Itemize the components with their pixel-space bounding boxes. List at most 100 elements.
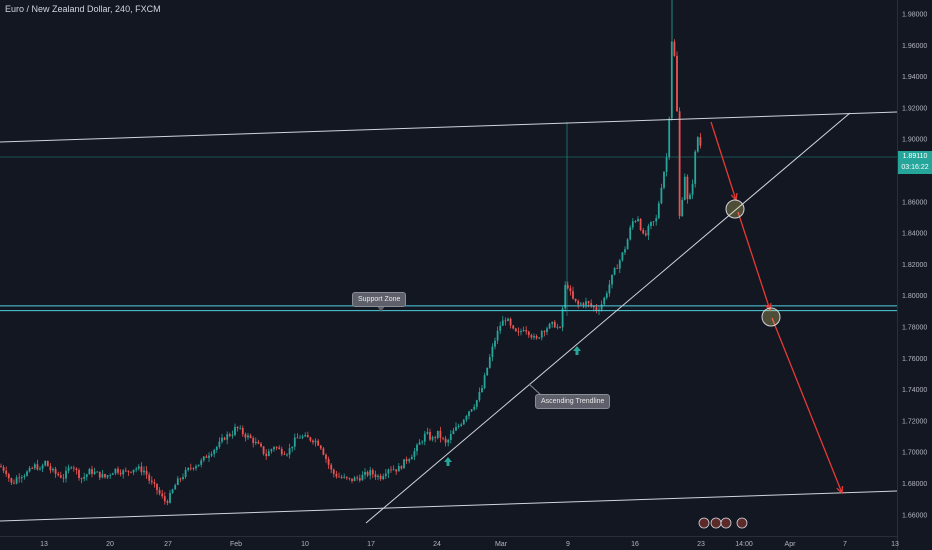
candle-body <box>442 437 444 439</box>
candle-body <box>210 453 213 456</box>
candle-body <box>548 323 551 329</box>
candle-body <box>663 171 665 188</box>
candle-body <box>356 477 359 479</box>
candle-body <box>200 460 203 465</box>
candle-body <box>366 471 369 476</box>
time-tick-label: 23 <box>697 541 705 548</box>
candle-body <box>660 187 663 204</box>
candle-body <box>637 218 639 222</box>
candle-body <box>67 467 70 471</box>
candle-body <box>78 470 80 478</box>
event-icon[interactable] <box>736 517 748 529</box>
candle-body <box>668 118 671 158</box>
candle-body <box>413 451 416 457</box>
candle-body <box>686 176 689 200</box>
candle-body <box>379 475 382 480</box>
candle-body <box>5 470 8 475</box>
candle-body <box>309 437 312 441</box>
candle-body <box>187 467 190 470</box>
candle-body <box>392 469 395 471</box>
candle-body <box>252 438 255 444</box>
candle-body <box>325 454 327 460</box>
candle-body <box>304 435 307 437</box>
candle-body <box>387 469 390 474</box>
candle-body <box>585 301 587 305</box>
candle-body <box>247 435 249 438</box>
candle-body <box>111 473 114 475</box>
price-tick-label: 1.76000 <box>902 356 927 363</box>
candle-body <box>62 477 65 479</box>
candle-body <box>28 468 31 472</box>
candle-body <box>400 466 403 469</box>
candle-body <box>13 482 15 484</box>
event-icon[interactable] <box>720 517 732 529</box>
target-circle-2[interactable] <box>761 307 781 327</box>
candle-body <box>7 474 10 479</box>
price-tick-label: 1.86000 <box>902 199 927 206</box>
candle-body <box>158 490 161 494</box>
ascending-trendline-label[interactable]: Ascending Trendline <box>535 394 611 409</box>
event-icon[interactable] <box>698 517 710 529</box>
candle-body <box>96 471 99 473</box>
candle-body <box>494 340 496 347</box>
candle-body <box>447 439 450 443</box>
candle-body <box>644 233 647 236</box>
candle-body <box>153 482 156 484</box>
time-tick-label: Mar <box>495 541 508 548</box>
candle-body <box>104 474 106 478</box>
candle-body <box>455 426 457 431</box>
candle-body <box>262 446 265 454</box>
target-circle-1[interactable] <box>725 199 745 219</box>
candle-body <box>124 470 127 472</box>
candle-body <box>639 218 642 230</box>
candle-body <box>345 476 348 478</box>
support-zone-label[interactable]: Support Zone <box>352 292 407 307</box>
candle-body <box>283 454 286 455</box>
channel-top-line[interactable] <box>0 111 898 143</box>
candle-body <box>475 400 478 407</box>
candle-body <box>44 460 47 466</box>
time-tick-label: 9 <box>566 541 570 548</box>
candle-body <box>330 464 333 470</box>
candle-body <box>127 470 130 472</box>
candle-body <box>75 468 78 471</box>
price-tick-label: 1.98000 <box>902 12 927 19</box>
candle-body <box>377 475 379 478</box>
candle-body <box>135 468 138 470</box>
candle-body <box>403 459 405 469</box>
time-tick-label: 13 <box>40 541 48 548</box>
candle-body <box>540 331 543 338</box>
candle-body <box>49 466 52 471</box>
time-tick-label: 7 <box>843 541 847 548</box>
price-tick-label: 1.80000 <box>902 293 927 300</box>
candle-body <box>218 441 221 447</box>
candle-body <box>33 464 36 469</box>
projection-arrow-head <box>836 485 844 495</box>
candle-body <box>161 493 164 497</box>
candle-body <box>486 367 489 376</box>
candle-body <box>543 331 546 332</box>
candle-body <box>249 435 252 439</box>
candle-body <box>626 239 629 250</box>
candle-body <box>119 472 122 475</box>
channel-bottom-line[interactable] <box>0 490 898 522</box>
candle-body <box>512 325 515 329</box>
price-tick-label: 1.70000 <box>902 450 927 457</box>
candle-body <box>577 300 580 305</box>
event-icon[interactable] <box>710 517 722 529</box>
candle-body <box>10 478 13 483</box>
candle-body <box>132 469 135 473</box>
candle-body <box>46 460 49 467</box>
price-tick-label: 1.66000 <box>902 512 927 519</box>
candle-body <box>525 330 528 332</box>
candle-body <box>371 470 374 475</box>
candle-body <box>364 471 366 475</box>
candle-body <box>195 466 197 469</box>
candle-body <box>59 475 62 478</box>
candle-body <box>166 501 169 503</box>
candle-body <box>169 492 171 503</box>
candle-body <box>538 337 541 339</box>
candle-body <box>691 183 694 195</box>
ascending-trendline[interactable] <box>365 112 851 524</box>
